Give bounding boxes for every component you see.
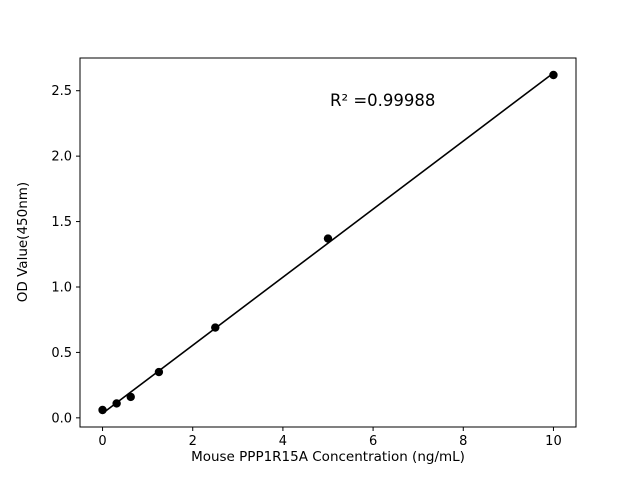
x-tick-label: 6 [369,434,377,449]
x-tick-label: 2 [189,434,197,449]
y-tick-label: 0.0 [51,411,72,426]
y-tick-label: 1.0 [51,280,72,295]
x-tick-label: 10 [545,434,562,449]
data-group [98,70,558,415]
fit-line [102,72,554,415]
data-point [98,405,107,415]
y-tick-label: 0.5 [51,346,72,361]
data-point [323,234,333,243]
data-point [549,70,558,80]
y-axis-label: OD Value(450nm) [15,182,31,302]
y-tick-label: 2.0 [51,150,72,165]
data-point [211,323,220,332]
data-point [112,399,121,408]
data-point [154,367,164,377]
y-tick-label: 2.5 [51,84,72,99]
r-squared-annotation: R² =0.99988 [330,91,435,110]
plot-frame [79,57,577,428]
x-tick-label: 0 [98,434,106,449]
x-tick-label: 8 [459,434,467,449]
data-point [126,392,135,402]
axes-group: 0 2 4 6 8 10 0.0 0.5 1.0 1.5 2.0 2.5 [51,57,577,449]
x-axis-label: Mouse PPP1R15A Concentration (ng/mL) [191,449,465,465]
x-tick-label: 4 [279,434,287,449]
y-tick-label: 1.5 [51,215,72,230]
